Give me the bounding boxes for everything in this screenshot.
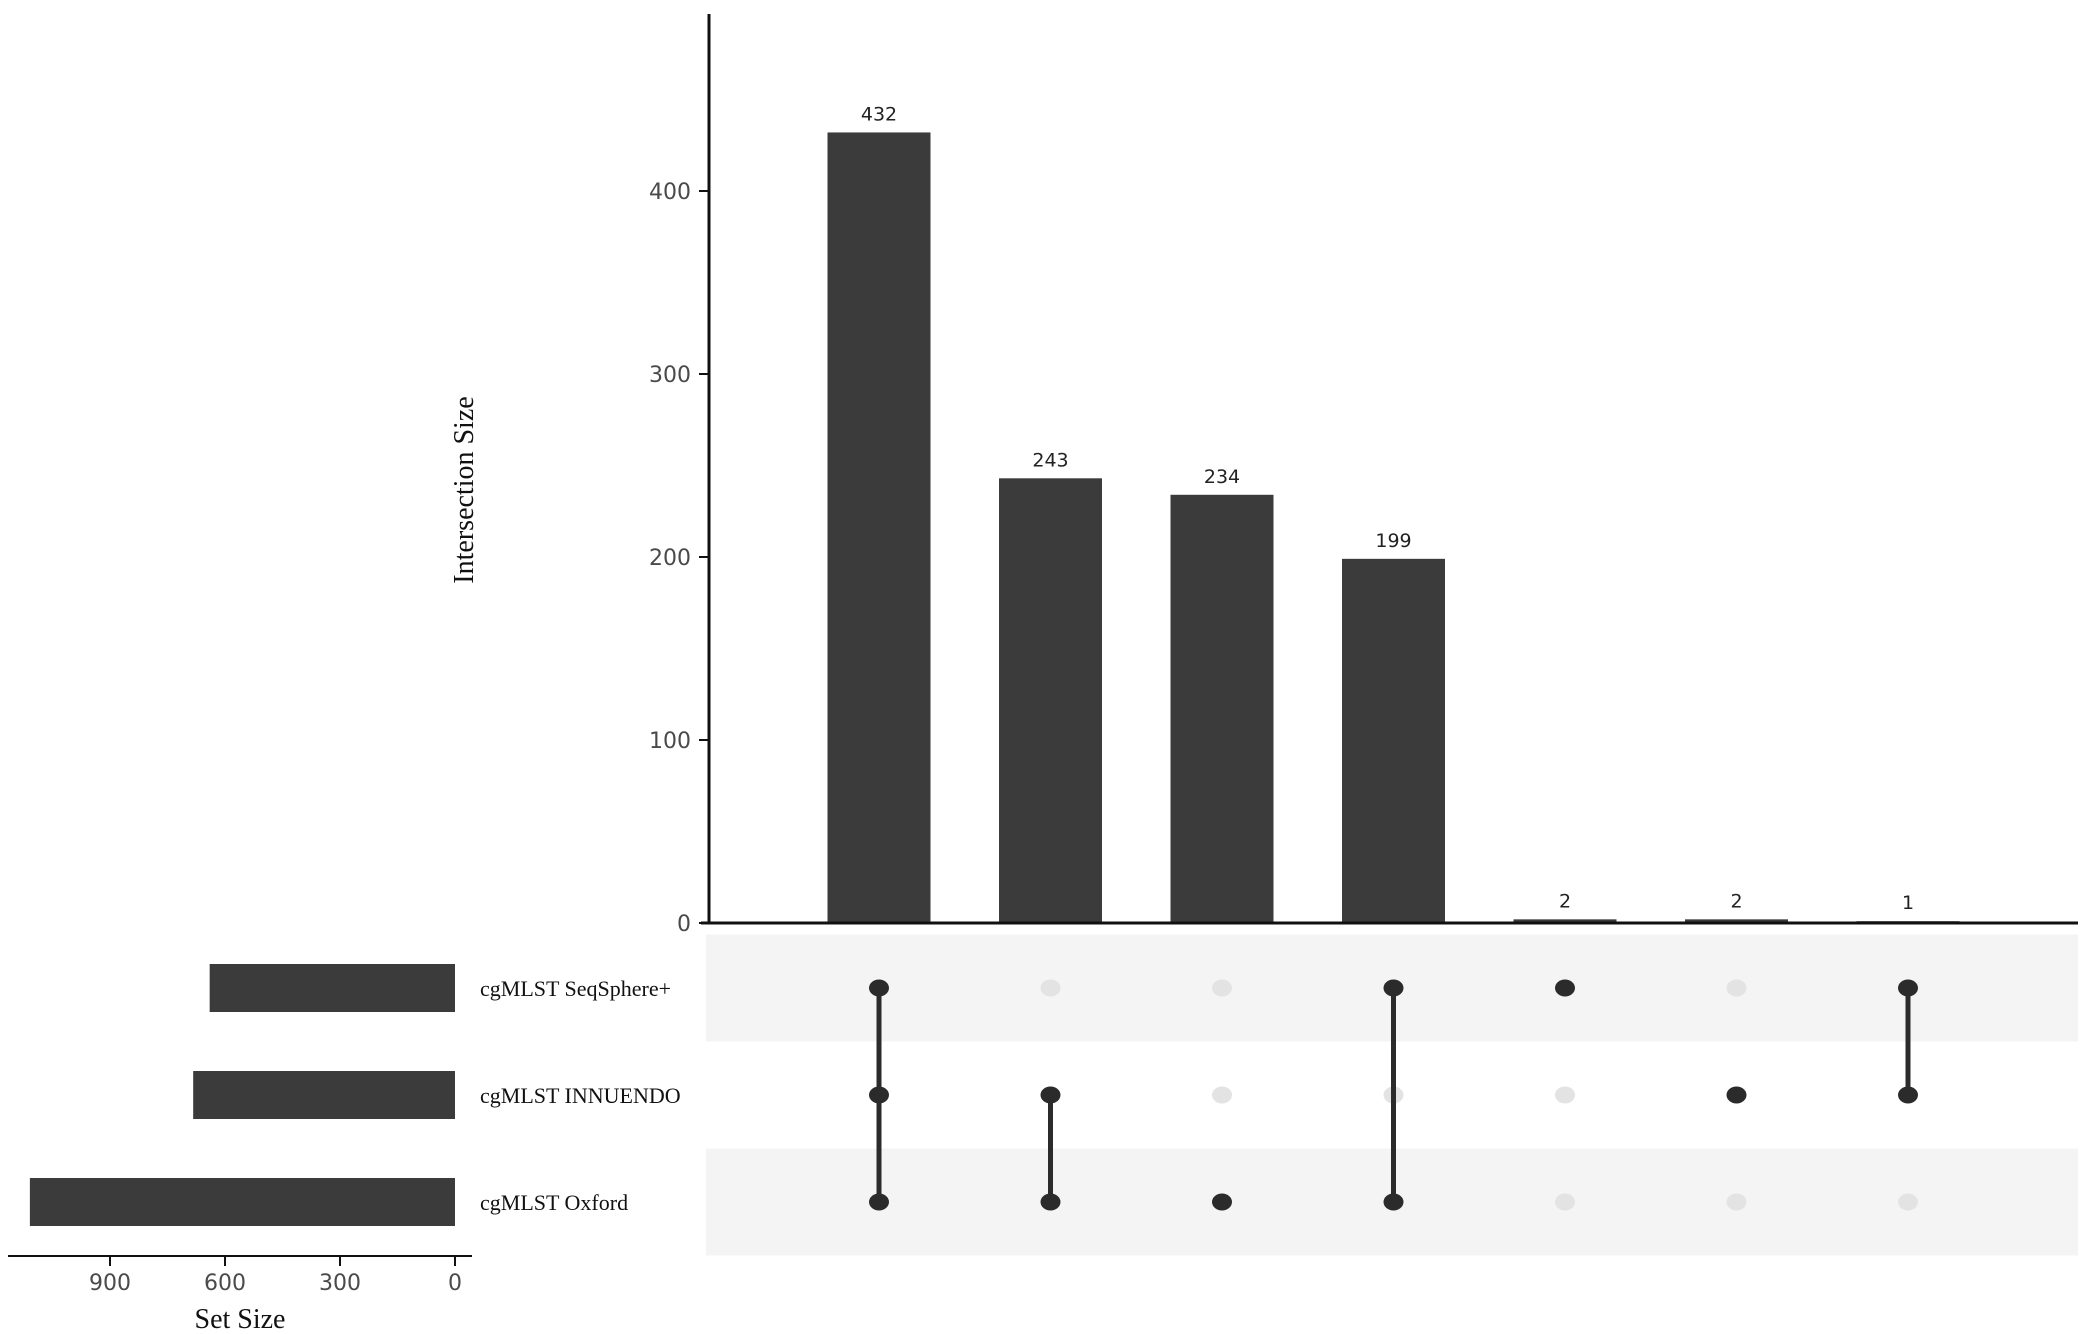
matrix-dot-active (1212, 1193, 1232, 1211)
set-size-axis-title: Set Size (195, 1304, 286, 1334)
bar-value-label: 199 (1375, 530, 1411, 552)
set-size-tick-label: 0 (448, 1271, 462, 1296)
intersection-bar (1342, 558, 1445, 923)
set-name-label: cgMLST Oxford (480, 1190, 628, 1215)
matrix-dot-active (1383, 1193, 1404, 1211)
set-name-label: cgMLST SeqSphere+ (480, 976, 671, 1001)
matrix-dot-active (1040, 1086, 1061, 1104)
y-tick-label: 400 (649, 180, 691, 205)
set-size-tick-label: 300 (319, 1271, 361, 1296)
bar-value-label: 1 (1902, 892, 1914, 914)
matrix-dot-inactive (1898, 1193, 1918, 1211)
set-size-tick-label: 600 (204, 1271, 246, 1296)
matrix-dot-active (869, 1086, 889, 1104)
y-tick-label: 100 (649, 729, 691, 754)
bar-value-label: 432 (861, 103, 897, 125)
matrix-dot-active (1898, 979, 1918, 997)
intersection-bar (827, 132, 931, 923)
matrix-dot-active (869, 1193, 889, 1211)
matrix-dot-inactive (1555, 1086, 1575, 1104)
y-tick-label: 200 (649, 546, 691, 571)
set-size-bar (193, 1071, 455, 1119)
matrix-dot-active (1726, 1086, 1747, 1104)
matrix-dot-active (869, 979, 889, 997)
axes: 0 100 200 300 400 (649, 14, 2078, 937)
membership-matrix (869, 979, 1918, 1211)
bar-value-label: 2 (1730, 890, 1742, 912)
y-tick-label: 300 (649, 363, 691, 388)
intersection-bar (1513, 919, 1617, 923)
bar-value-label: 243 (1032, 449, 1068, 471)
matrix-dot-active (1898, 1086, 1918, 1104)
matrix-dot-active (1383, 979, 1404, 997)
matrix-dot-inactive (1212, 979, 1232, 997)
set-size-bar (29, 1178, 456, 1226)
matrix-dot-inactive (1726, 1193, 1747, 1211)
matrix-dot-active (1555, 979, 1575, 997)
intersection-bars: 432 243 234 199 2 2 1 (827, 103, 1960, 923)
set-size-bar (209, 964, 455, 1012)
intersection-bar (999, 478, 1102, 923)
matrix-dot-active (1040, 1193, 1061, 1211)
set-name-label: cgMLST INNUENDO (480, 1083, 681, 1108)
matrix-dot-inactive (1555, 1193, 1575, 1211)
intersection-bar (1685, 919, 1788, 923)
set-size-tick-label: 900 (89, 1271, 131, 1296)
bar-value-label: 2 (1559, 890, 1571, 912)
matrix-dot-inactive (1040, 979, 1061, 997)
y-axis-title: Intersection Size (449, 396, 480, 583)
set-size-bars: cgMLST SeqSphere+ cgMLST INNUENDO cgMLST O… (8, 964, 681, 1296)
intersection-bar (1170, 494, 1274, 923)
y-tick-label: 0 (677, 912, 691, 937)
matrix-dot-inactive (1212, 1086, 1232, 1104)
bar-value-label: 234 (1204, 466, 1240, 488)
matrix-dot-inactive (1726, 979, 1747, 997)
